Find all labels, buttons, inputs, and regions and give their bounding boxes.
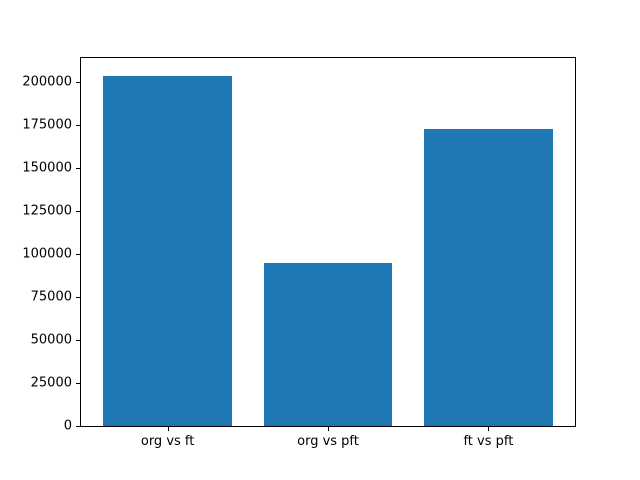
x-tick-mark [328,427,329,431]
y-tick-mark [76,168,80,170]
y-tick-mark [76,211,80,213]
y-tick-mark [76,426,80,427]
y-tick-mark [76,254,80,256]
y-tick-label: 175000 [22,117,72,133]
bar-ft-vs-pft [424,128,553,426]
y-tick-label: 150000 [22,160,72,176]
y-tick-label: 25000 [30,375,72,391]
x-tick-label: org vs pft [297,434,359,449]
y-tick-mark [76,125,80,127]
bar-org-vs-pft [263,262,393,426]
y-tick-mark [76,340,80,342]
y-tick-label: 0 [63,418,72,434]
y-tick-label: 75000 [30,289,72,305]
y-tick-label: 200000 [22,74,72,90]
y-tick-mark [76,82,80,84]
bar-org-vs-ft [103,75,232,426]
y-tick-label: 125000 [22,203,72,219]
x-tick-label: ft vs pft [463,434,514,449]
plot-area [80,57,576,427]
y-tick-mark [76,297,80,299]
y-tick-label: 50000 [30,332,72,348]
x-tick-mark [488,427,490,431]
y-tick-label: 100000 [22,246,72,262]
y-tick-mark [76,383,80,385]
x-tick-mark [167,427,169,431]
x-tick-label: org vs ft [140,434,195,449]
